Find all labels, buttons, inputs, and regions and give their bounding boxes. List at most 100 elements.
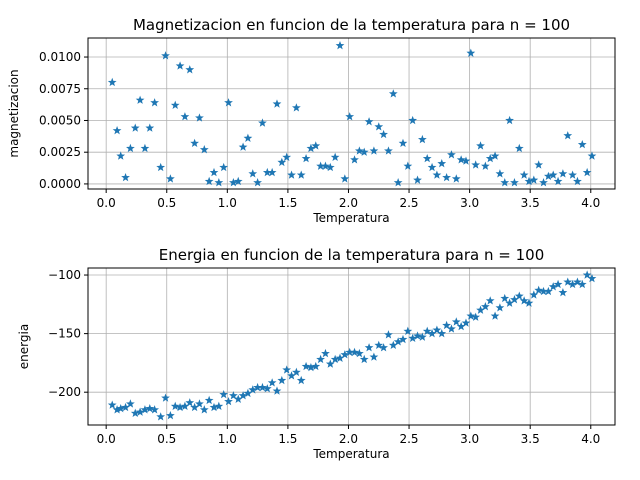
- data-point: [107, 77, 117, 87]
- data-point: [408, 333, 418, 343]
- data-point: [548, 170, 558, 179]
- data-point: [140, 405, 150, 414]
- data-point: [214, 178, 224, 187]
- data-point: [393, 178, 403, 187]
- data-point: [224, 98, 233, 107]
- x-tick-label: 3.5: [521, 196, 540, 210]
- x-tick-label: 2.5: [399, 432, 418, 446]
- data-point: [529, 290, 539, 299]
- x-tick-label: 3.0: [460, 196, 479, 210]
- y-tick-label: 0.0075: [39, 82, 81, 96]
- data-point: [316, 354, 325, 364]
- data-point: [355, 146, 364, 155]
- data-point: [277, 157, 287, 167]
- data-point: [568, 279, 577, 289]
- data-point: [563, 277, 573, 286]
- data-point: [156, 412, 166, 421]
- data-point: [514, 143, 524, 153]
- data-point: [437, 159, 447, 168]
- data-point: [359, 147, 369, 156]
- data-point: [461, 156, 471, 165]
- data-point: [447, 150, 456, 159]
- data-point: [190, 402, 199, 412]
- data-point: [495, 303, 505, 312]
- data-point: [466, 48, 476, 57]
- data-point: [379, 129, 388, 139]
- data-point: [195, 399, 204, 408]
- data-point: [573, 176, 582, 186]
- data-point: [481, 302, 490, 311]
- x-tick-label: 3.0: [460, 432, 479, 446]
- data-point: [563, 131, 573, 140]
- data-point: [539, 286, 548, 296]
- x-tick-label: 1.5: [278, 196, 297, 210]
- data-point: [418, 134, 427, 144]
- data-point: [209, 167, 219, 177]
- data-point: [185, 398, 195, 407]
- data-point: [379, 343, 388, 352]
- data-point: [451, 317, 461, 326]
- data-point: [112, 405, 122, 414]
- data-point: [558, 288, 568, 297]
- plot-frame: [87, 267, 616, 426]
- data-point: [282, 152, 292, 161]
- data-point: [190, 138, 199, 148]
- data-point: [369, 146, 379, 155]
- data-point: [321, 348, 330, 358]
- subplot-1: 0.0 0.5 1.0 1.5 2.0 2.5 3.0 3.5 4.0 0.0000 0.0025 0…: [7, 16, 616, 225]
- data-point: [135, 95, 145, 104]
- data-point: [403, 161, 413, 170]
- data-point: [374, 340, 384, 350]
- data-point: [577, 139, 587, 149]
- data-point: [335, 41, 345, 50]
- data-point: [150, 405, 160, 414]
- subplot-2: 0.0 0.5 1.0 1.5 2.0 2.5 3.0 3.5 4.0 −200 −150 −100 E…: [17, 246, 616, 461]
- y-tick-label: 0.0000: [39, 177, 81, 191]
- data-point: [490, 151, 500, 160]
- data-point: [514, 291, 524, 300]
- data-point: [582, 270, 592, 279]
- y-tick-label: 0.0025: [39, 145, 81, 159]
- data-point: [568, 170, 577, 179]
- data-point: [577, 279, 587, 289]
- data-point: [456, 321, 466, 331]
- y-axis-label: magnetizacion: [7, 69, 21, 157]
- data-point: [262, 167, 272, 177]
- data-point: [587, 151, 597, 160]
- data-point: [345, 112, 355, 121]
- data-point: [170, 401, 180, 410]
- data-point: [253, 382, 262, 392]
- x-axis-label: Temperatura: [312, 447, 389, 461]
- data-point: [330, 354, 340, 364]
- plot-frame: [87, 37, 616, 190]
- data-point: [126, 399, 135, 408]
- data-point: [258, 118, 267, 127]
- data-point: [398, 334, 408, 344]
- data-point: [388, 89, 398, 98]
- data-point: [272, 386, 282, 395]
- data-point: [422, 326, 432, 335]
- data-point: [437, 329, 447, 338]
- data-point: [204, 395, 214, 405]
- data-point: [548, 282, 558, 291]
- data-point: [432, 325, 442, 334]
- data-point: [543, 171, 553, 181]
- x-tick-label: 2.0: [339, 432, 358, 446]
- data-point: [558, 169, 568, 178]
- data-point: [150, 98, 160, 107]
- x-tick-label: 4.0: [581, 432, 600, 446]
- data-point: [490, 311, 500, 320]
- data-point: [505, 115, 514, 125]
- data-point: [427, 329, 437, 338]
- data-point: [442, 320, 451, 330]
- data-point: [422, 153, 432, 163]
- data-point: [272, 99, 282, 108]
- data-point: [292, 103, 301, 112]
- data-point: [112, 126, 122, 135]
- data-point: [233, 176, 243, 186]
- data-point: [248, 385, 258, 394]
- data-point: [156, 162, 166, 172]
- data-point: [316, 161, 325, 170]
- data-point: [461, 318, 471, 327]
